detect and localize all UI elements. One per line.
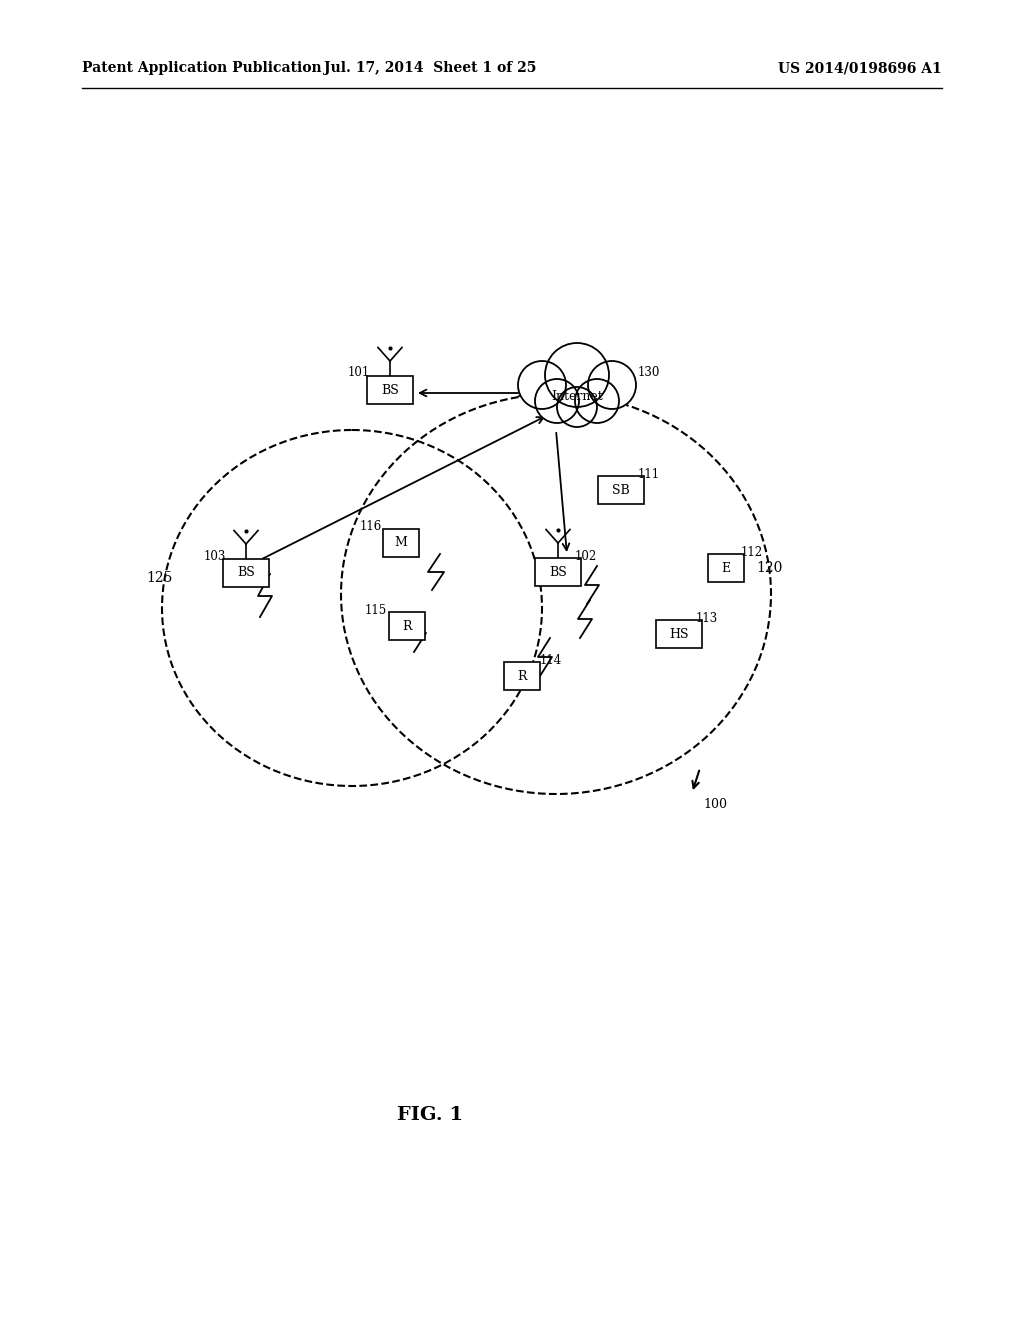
Text: BS: BS xyxy=(381,384,399,396)
Circle shape xyxy=(588,360,636,409)
Text: Jul. 17, 2014  Sheet 1 of 25: Jul. 17, 2014 Sheet 1 of 25 xyxy=(324,61,537,75)
FancyBboxPatch shape xyxy=(389,612,425,640)
Circle shape xyxy=(557,387,597,426)
Text: FIG. 1: FIG. 1 xyxy=(397,1106,463,1125)
Text: BS: BS xyxy=(549,565,567,578)
Text: HS: HS xyxy=(670,627,689,640)
FancyBboxPatch shape xyxy=(656,620,702,648)
Text: SB: SB xyxy=(612,483,630,496)
FancyBboxPatch shape xyxy=(223,558,269,587)
Text: 112: 112 xyxy=(741,545,763,558)
Circle shape xyxy=(535,379,579,422)
FancyBboxPatch shape xyxy=(598,477,644,504)
Text: Patent Application Publication: Patent Application Publication xyxy=(82,61,322,75)
FancyBboxPatch shape xyxy=(504,663,540,690)
Text: Internet: Internet xyxy=(551,391,603,404)
Text: 100: 100 xyxy=(703,799,727,812)
Text: 120: 120 xyxy=(757,561,783,576)
Text: 101: 101 xyxy=(348,367,371,380)
Text: US 2014/0198696 A1: US 2014/0198696 A1 xyxy=(778,61,942,75)
FancyBboxPatch shape xyxy=(708,554,744,582)
Text: 116: 116 xyxy=(360,520,382,533)
FancyBboxPatch shape xyxy=(383,529,419,557)
Text: R: R xyxy=(517,669,526,682)
Circle shape xyxy=(575,379,618,422)
Text: 103: 103 xyxy=(204,549,226,562)
Circle shape xyxy=(518,360,566,409)
Text: M: M xyxy=(394,536,408,549)
Text: 130: 130 xyxy=(638,367,660,380)
Text: R: R xyxy=(402,619,412,632)
Text: 102: 102 xyxy=(575,549,597,562)
Circle shape xyxy=(545,343,609,407)
Text: BS: BS xyxy=(238,566,255,579)
Text: 125: 125 xyxy=(146,572,173,585)
Text: 115: 115 xyxy=(365,605,387,618)
FancyBboxPatch shape xyxy=(535,558,581,586)
Text: 114: 114 xyxy=(540,655,562,668)
Text: 111: 111 xyxy=(638,467,660,480)
Text: E: E xyxy=(722,561,730,574)
Text: 113: 113 xyxy=(696,611,718,624)
FancyBboxPatch shape xyxy=(367,376,413,404)
